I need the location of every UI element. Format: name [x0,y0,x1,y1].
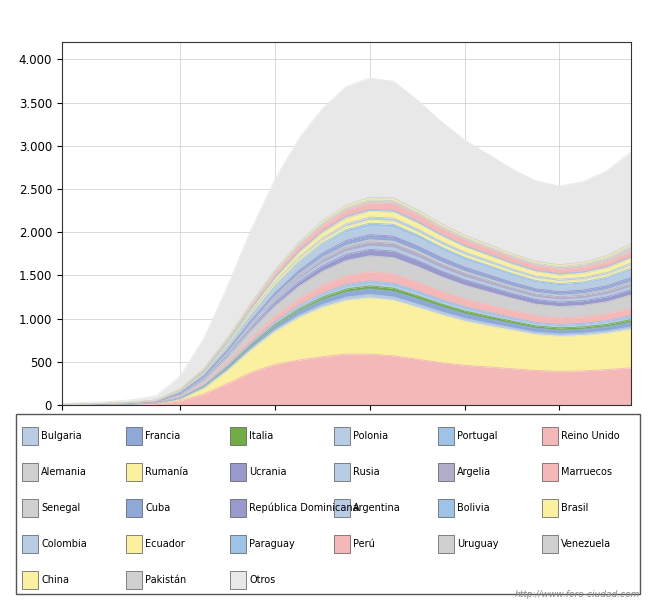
Text: Venezuela: Venezuela [561,539,612,548]
Bar [335,535,350,553]
Text: Italia: Italia [249,431,274,440]
Bar [335,499,350,517]
Text: Portugal: Portugal [457,431,498,440]
Bar [439,535,454,553]
Text: Pakistán: Pakistán [145,575,187,584]
Bar [231,571,246,589]
Bar [543,499,558,517]
Text: Brasil: Brasil [561,503,589,512]
Text: Rusia: Rusia [353,467,380,476]
Bar [23,427,38,445]
Bar [543,427,558,445]
Bar [543,463,558,481]
Bar [23,463,38,481]
Text: Ucrania: Ucrania [249,467,287,476]
Text: Otros: Otros [249,575,276,584]
Text: Pulpí - Evolucion habitantes segun pais de nacimiento (principales): Pulpí - Evolucion habitantes segun pais … [101,13,549,26]
Bar [23,535,38,553]
Bar [543,535,558,553]
Bar [439,463,454,481]
Bar [127,463,142,481]
Text: Ecuador: Ecuador [145,539,185,548]
Text: Bulgaria: Bulgaria [41,431,82,440]
Text: Reino Unido: Reino Unido [561,431,620,440]
Text: Senegal: Senegal [41,503,81,512]
Text: República Dominicana: República Dominicana [249,502,359,513]
Text: China: China [41,575,69,584]
Bar [23,571,38,589]
Bar [335,427,350,445]
Bar [127,427,142,445]
Text: Argentina: Argentina [353,503,401,512]
Bar [231,535,246,553]
Bar [335,463,350,481]
Text: Polonia: Polonia [353,431,388,440]
Text: Bolivia: Bolivia [457,503,490,512]
Bar [231,499,246,517]
Text: Rumanía: Rumanía [145,467,188,476]
Bar [127,499,142,517]
Bar [439,499,454,517]
Text: http://www.foro-ciudad.com: http://www.foro-ciudad.com [515,590,640,599]
Bar [231,463,246,481]
Text: Colombia: Colombia [41,539,87,548]
Text: Paraguay: Paraguay [249,539,295,548]
Text: Alemania: Alemania [41,467,87,476]
Bar [439,427,454,445]
Text: Uruguay: Uruguay [457,539,499,548]
Text: Cuba: Cuba [145,503,170,512]
Bar [23,499,38,517]
Text: Marruecos: Marruecos [561,467,612,476]
Text: Argelia: Argelia [457,467,491,476]
Text: Francia: Francia [145,431,181,440]
Bar [127,535,142,553]
Bar [231,427,246,445]
Bar [127,571,142,589]
Text: Perú: Perú [353,539,375,548]
